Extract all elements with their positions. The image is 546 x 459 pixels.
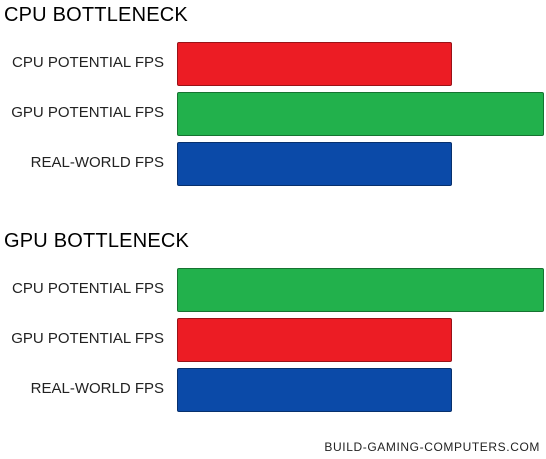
bar-label: CPU POTENTIAL FPS — [12, 54, 164, 71]
bar — [177, 318, 452, 362]
bar-row: GPU POTENTIAL FPS — [0, 318, 546, 362]
bar-label: GPU POTENTIAL FPS — [11, 104, 164, 121]
bar-label: REAL-WORLD FPS — [30, 380, 164, 397]
bar — [177, 42, 452, 86]
chart-title: GPU BOTTLENECK — [4, 230, 190, 252]
chart-title: CPU BOTTLENECK — [4, 4, 188, 26]
bar-label: GPU POTENTIAL FPS — [11, 330, 164, 347]
bar — [177, 368, 452, 412]
bar-label: REAL-WORLD FPS — [30, 154, 164, 171]
bar-row: GPU POTENTIAL FPS — [0, 92, 546, 136]
bar-row: REAL-WORLD FPS — [0, 142, 546, 186]
bar-row: CPU POTENTIAL FPS — [0, 268, 546, 312]
bar — [177, 142, 452, 186]
bar-label: CPU POTENTIAL FPS — [12, 280, 164, 297]
bar-row: CPU POTENTIAL FPS — [0, 42, 546, 86]
bar-row: REAL-WORLD FPS — [0, 368, 546, 412]
site-credit: BUILD-GAMING-COMPUTERS.COM — [324, 440, 540, 454]
bar — [177, 268, 544, 312]
bar — [177, 92, 544, 136]
